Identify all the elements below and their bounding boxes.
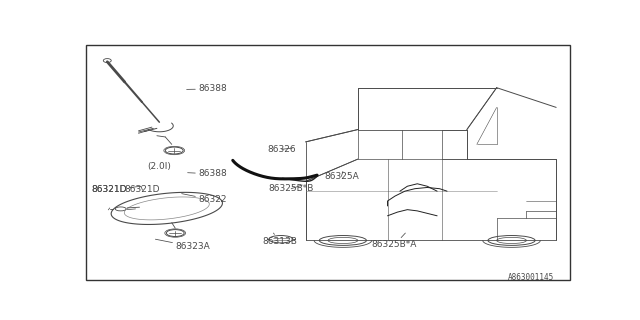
Text: (2.0I): (2.0I) xyxy=(147,162,171,171)
Text: 86325B*B: 86325B*B xyxy=(269,184,314,193)
Text: 86388: 86388 xyxy=(187,84,227,93)
Text: A863001145: A863001145 xyxy=(508,273,554,282)
Text: 86325B*A: 86325B*A xyxy=(372,233,417,249)
Text: 86323A: 86323A xyxy=(156,239,210,251)
Text: 86313B: 86313B xyxy=(262,233,298,246)
Text: 86388: 86388 xyxy=(188,169,227,179)
Text: 86325A: 86325A xyxy=(324,172,359,181)
Text: 86326: 86326 xyxy=(268,145,296,154)
Text: 86321D: 86321D xyxy=(92,185,141,195)
Text: 86321D: 86321D xyxy=(92,185,127,195)
Text: 86321D: 86321D xyxy=(125,185,160,195)
Text: 86322: 86322 xyxy=(182,194,227,204)
